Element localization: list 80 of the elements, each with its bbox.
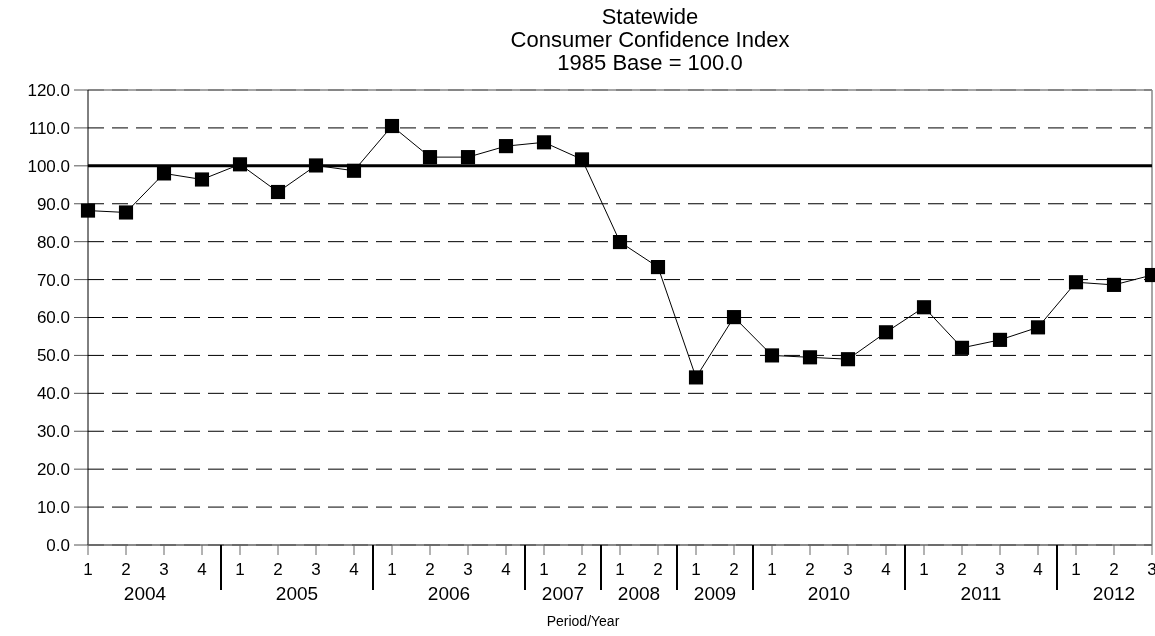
- y-tick-label: 50.0: [36, 346, 70, 366]
- point: [802, 350, 818, 365]
- point: [536, 135, 552, 150]
- y-tick-label: 10.0: [36, 498, 70, 518]
- point: [270, 184, 286, 200]
- y-tick-label: 20.0: [36, 460, 70, 480]
- x-tick-label: 2: [729, 560, 739, 579]
- text: 2005: [275, 583, 319, 604]
- text: 2012: [1092, 583, 1136, 604]
- x-tick-label: 2: [425, 560, 435, 579]
- point: [384, 118, 400, 134]
- point: [612, 234, 628, 250]
- point: [764, 348, 780, 363]
- x-tick-label: 1: [83, 560, 93, 579]
- point: [118, 205, 134, 220]
- text: 2009: [693, 583, 737, 604]
- x-tick-label: 3: [843, 560, 853, 579]
- point: [840, 352, 856, 367]
- y-tick-label: 90.0: [36, 194, 70, 214]
- y-tick-label: 30.0: [36, 422, 70, 442]
- x-tick-label: 1: [235, 560, 245, 579]
- point: [992, 332, 1008, 347]
- x-tick-label: 4: [349, 560, 359, 579]
- x-tick-label: 3: [311, 560, 321, 579]
- point: [1068, 275, 1084, 290]
- x-tick-label: 1: [919, 560, 929, 579]
- x-tick-label: 3: [995, 560, 1005, 579]
- y-tick-label: 60.0: [36, 308, 70, 328]
- point: [1030, 320, 1046, 335]
- x-tick-label: 3: [159, 560, 169, 579]
- y-tick-label: 100.0: [27, 156, 70, 176]
- x-tick-label: 1: [1071, 560, 1081, 579]
- chart-title: Statewide Consumer Confidence Index 1985 Base = 100.0: [510, 4, 790, 75]
- y-tick-label: 40.0: [36, 384, 70, 404]
- x-tick-label: 2: [121, 560, 131, 579]
- point: [726, 310, 742, 325]
- x-tick-label: 4: [501, 560, 511, 579]
- y-tick-label: 110.0: [28, 118, 70, 138]
- y-tick-label: 120.0: [27, 80, 70, 100]
- point: [916, 300, 932, 315]
- y-tick-label: 70.0: [36, 270, 70, 290]
- point: [1106, 277, 1122, 292]
- x-tick-label: 2: [273, 560, 283, 579]
- point: [574, 152, 590, 167]
- x-tick-label: 2: [805, 560, 815, 579]
- text: 2007: [541, 583, 585, 604]
- text: 2010: [807, 583, 851, 604]
- x-tick-label: 2: [1109, 560, 1119, 579]
- x-tick-label: 2: [957, 560, 967, 579]
- point: [954, 340, 970, 355]
- text: 2004: [123, 583, 167, 604]
- x-tick-label: 1: [387, 560, 397, 579]
- point: [308, 158, 324, 173]
- point: [194, 172, 210, 187]
- text: 2008: [617, 583, 661, 604]
- point: [156, 166, 172, 181]
- point: [460, 150, 476, 165]
- x-tick-label: 3: [463, 560, 473, 579]
- y-tick-label: 0.0: [46, 535, 70, 555]
- y-tick-label: 80.0: [36, 232, 70, 252]
- point: [498, 139, 514, 154]
- point: [878, 325, 894, 340]
- text: 2011: [960, 583, 1002, 604]
- point: [422, 150, 438, 165]
- x-tick-label: 1: [691, 560, 701, 579]
- point: [80, 203, 96, 218]
- x-tick-label: 1: [615, 560, 625, 579]
- x-axis-title: Period/Year: [546, 613, 620, 629]
- x-tick-label: 4: [1033, 560, 1043, 579]
- x-tick-label: 1: [767, 560, 777, 579]
- x-tick-label: 1: [539, 560, 549, 579]
- point: [346, 163, 362, 178]
- x-tick-label: 2: [653, 560, 663, 579]
- text: 2006: [427, 583, 471, 604]
- point: [650, 260, 666, 275]
- x-tick-label: 4: [197, 560, 207, 579]
- point: [232, 157, 248, 172]
- x-tick-label: 4: [881, 560, 891, 579]
- x-tick-label: 2: [577, 560, 587, 579]
- point: [688, 370, 704, 385]
